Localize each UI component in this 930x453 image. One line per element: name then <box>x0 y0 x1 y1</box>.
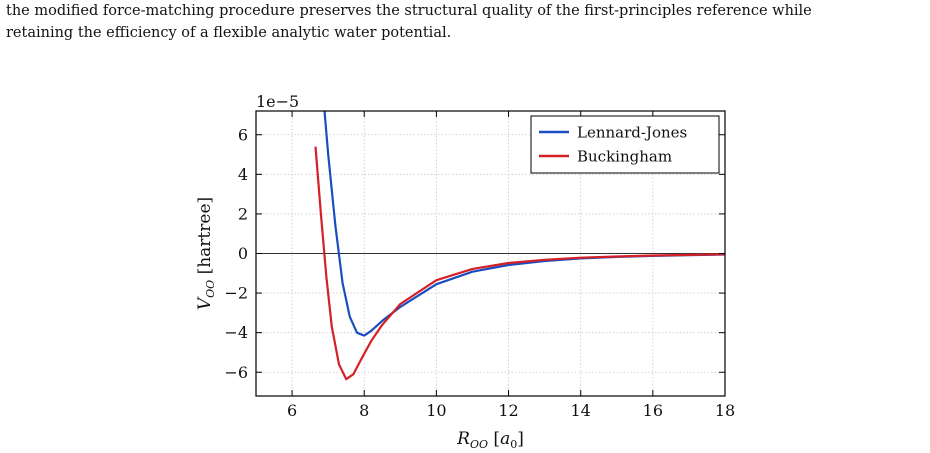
x-tick-label: 8 <box>359 401 369 420</box>
x-tick-label: 18 <box>715 401 735 420</box>
y-tick-label: 6 <box>238 125 248 144</box>
paragraph-line-1: the modified force-matching procedure pr… <box>6 3 812 19</box>
x-tick-label: 16 <box>643 401 663 420</box>
x-axis-label: ROO [a0] <box>456 429 524 451</box>
legend-label: Buckingham <box>577 148 672 166</box>
paragraph-line-2: retaining the efficiency of a flexible a… <box>6 25 452 41</box>
y-tick-label: 2 <box>238 204 248 223</box>
series-line-buckingham <box>314 146 725 381</box>
series-layer <box>314 111 725 381</box>
y-tick-label: 4 <box>238 165 248 184</box>
y-tick-label: −6 <box>224 363 248 382</box>
y-axis-label: VOO [hartree] <box>195 197 217 310</box>
x-tick-label: 10 <box>426 401 446 420</box>
legend: Lennard-Jones Buckingham <box>530 115 720 174</box>
y-tick-label: −2 <box>224 284 248 303</box>
x-tick-label: 6 <box>287 401 297 420</box>
x-tick-label: 12 <box>498 401 518 420</box>
x-tick-label: 14 <box>571 401 591 420</box>
ticks: 6 8 10 12 14 16 18 6 4 2 0 −2 −4 −6 <box>224 111 735 420</box>
body-paragraph: the modified force-matching procedure pr… <box>6 0 926 44</box>
legend-box <box>530 115 720 174</box>
y-tick-label: −4 <box>224 323 248 342</box>
y-tick-label: 0 <box>238 244 248 263</box>
y-offset-label: 1e−5 <box>256 92 299 111</box>
legend-label: Lennard-Jones <box>577 124 687 142</box>
